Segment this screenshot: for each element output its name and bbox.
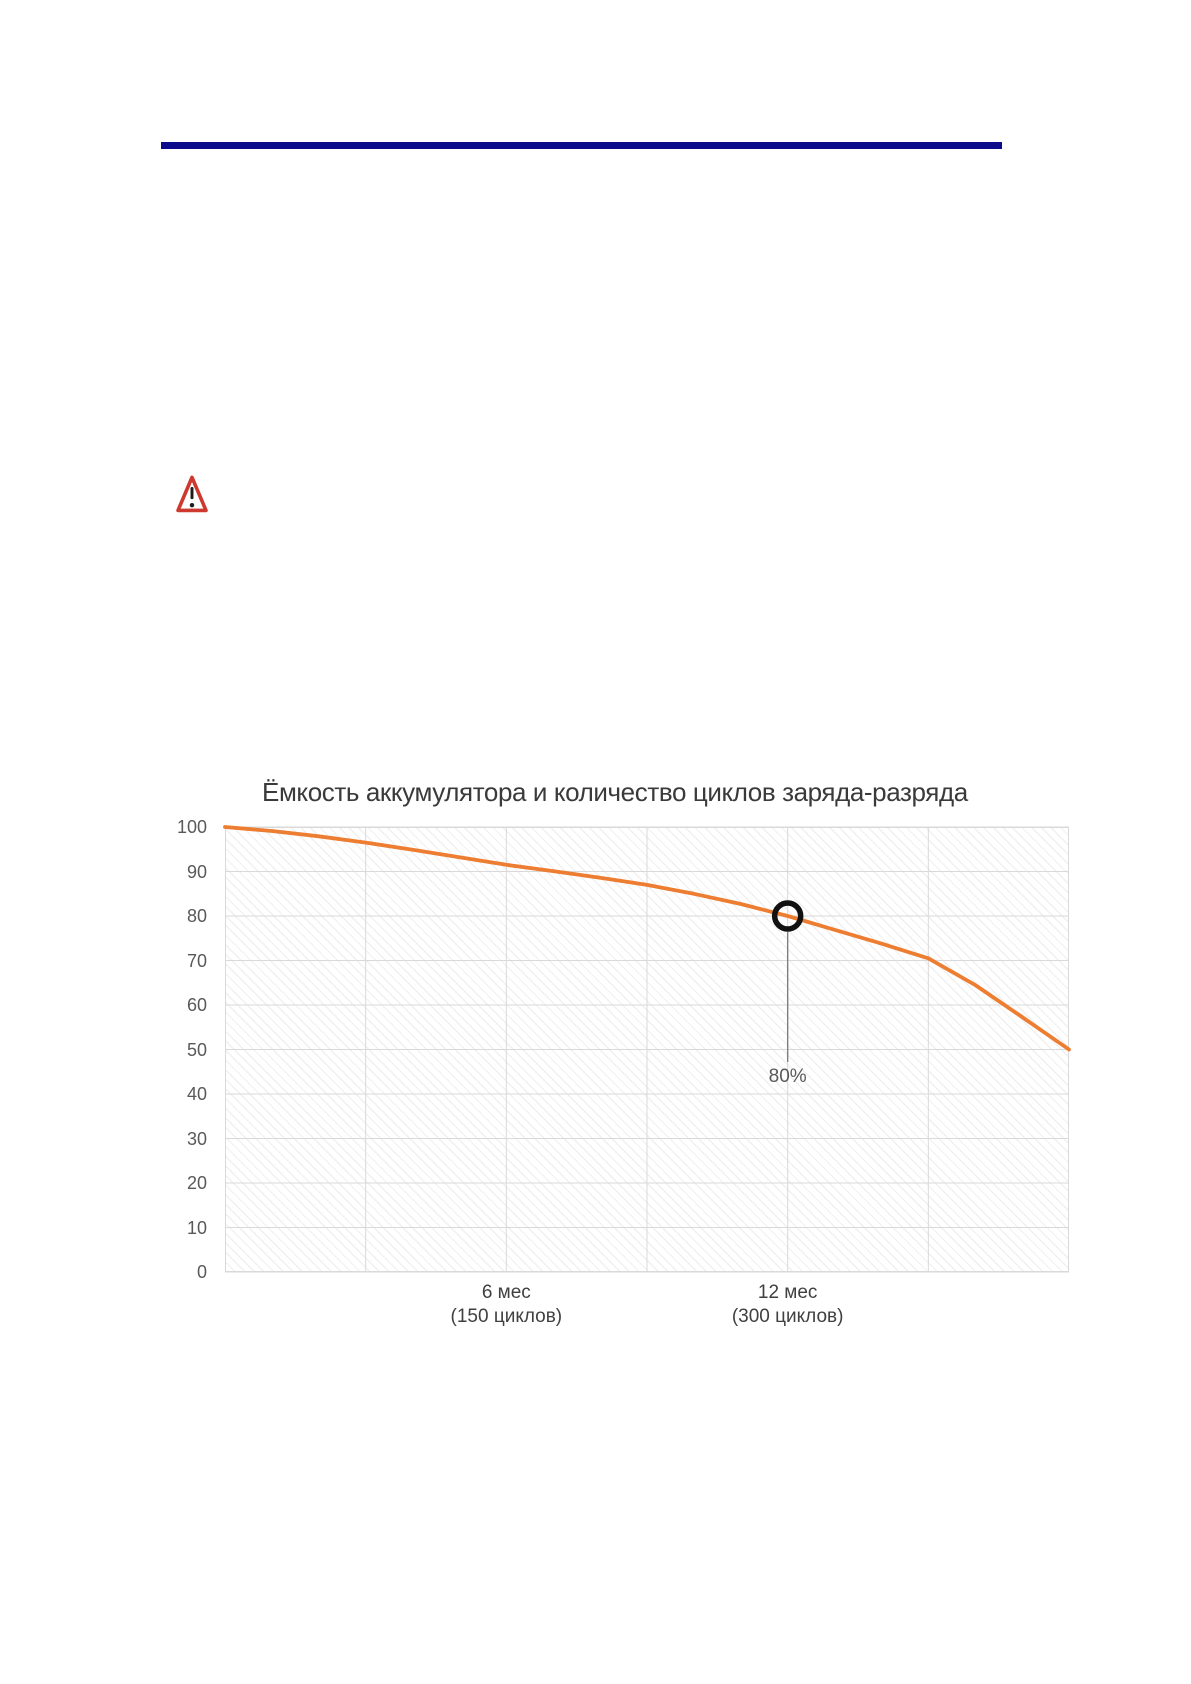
header-divider-rule bbox=[161, 142, 1002, 149]
y-axis-tick-label: 10 bbox=[186, 1217, 207, 1238]
y-axis-tick-label: 20 bbox=[186, 1173, 207, 1193]
chart-plot-area bbox=[223, 825, 1071, 1273]
x-axis-tick-label: 6 мес (150 циклов) bbox=[416, 1281, 596, 1329]
x-tick-cycles-label: (150 циклов) bbox=[450, 1306, 563, 1327]
y-axis-tick-label: 30 bbox=[186, 1128, 207, 1149]
chart-canvas bbox=[223, 825, 1071, 1273]
capacity-curve bbox=[223, 825, 1071, 1052]
chart-title: Ёмкость аккумулятора и количество циклов… bbox=[262, 777, 968, 807]
warning-icon bbox=[176, 475, 208, 513]
y-axis-tick-label: 50 bbox=[186, 1039, 207, 1060]
y-axis-tick-label: 40 bbox=[186, 1084, 207, 1104]
data-point-marker-ring bbox=[771, 900, 804, 932]
y-axis-tick-label: 0 bbox=[196, 1262, 207, 1282]
x-axis-tick-label: 12 мес (300 циклов) bbox=[698, 1281, 878, 1329]
y-axis-tick-label: 70 bbox=[186, 950, 207, 971]
x-tick-cycles-label: (300 циклов) bbox=[731, 1306, 844, 1327]
y-axis-tick-label: 100 bbox=[176, 817, 207, 837]
annotation-80-percent: 80% bbox=[768, 1066, 807, 1087]
x-tick-months-label: 6 мес bbox=[481, 1282, 531, 1303]
exclamation-bar bbox=[190, 486, 194, 500]
y-axis-tick-label: 60 bbox=[186, 995, 207, 1015]
y-axis-tick-label: 80 bbox=[186, 906, 207, 926]
exclamation-dot bbox=[189, 502, 195, 508]
x-tick-months-label: 12 мес bbox=[757, 1282, 818, 1303]
y-axis-tick-label: 90 bbox=[186, 861, 207, 882]
